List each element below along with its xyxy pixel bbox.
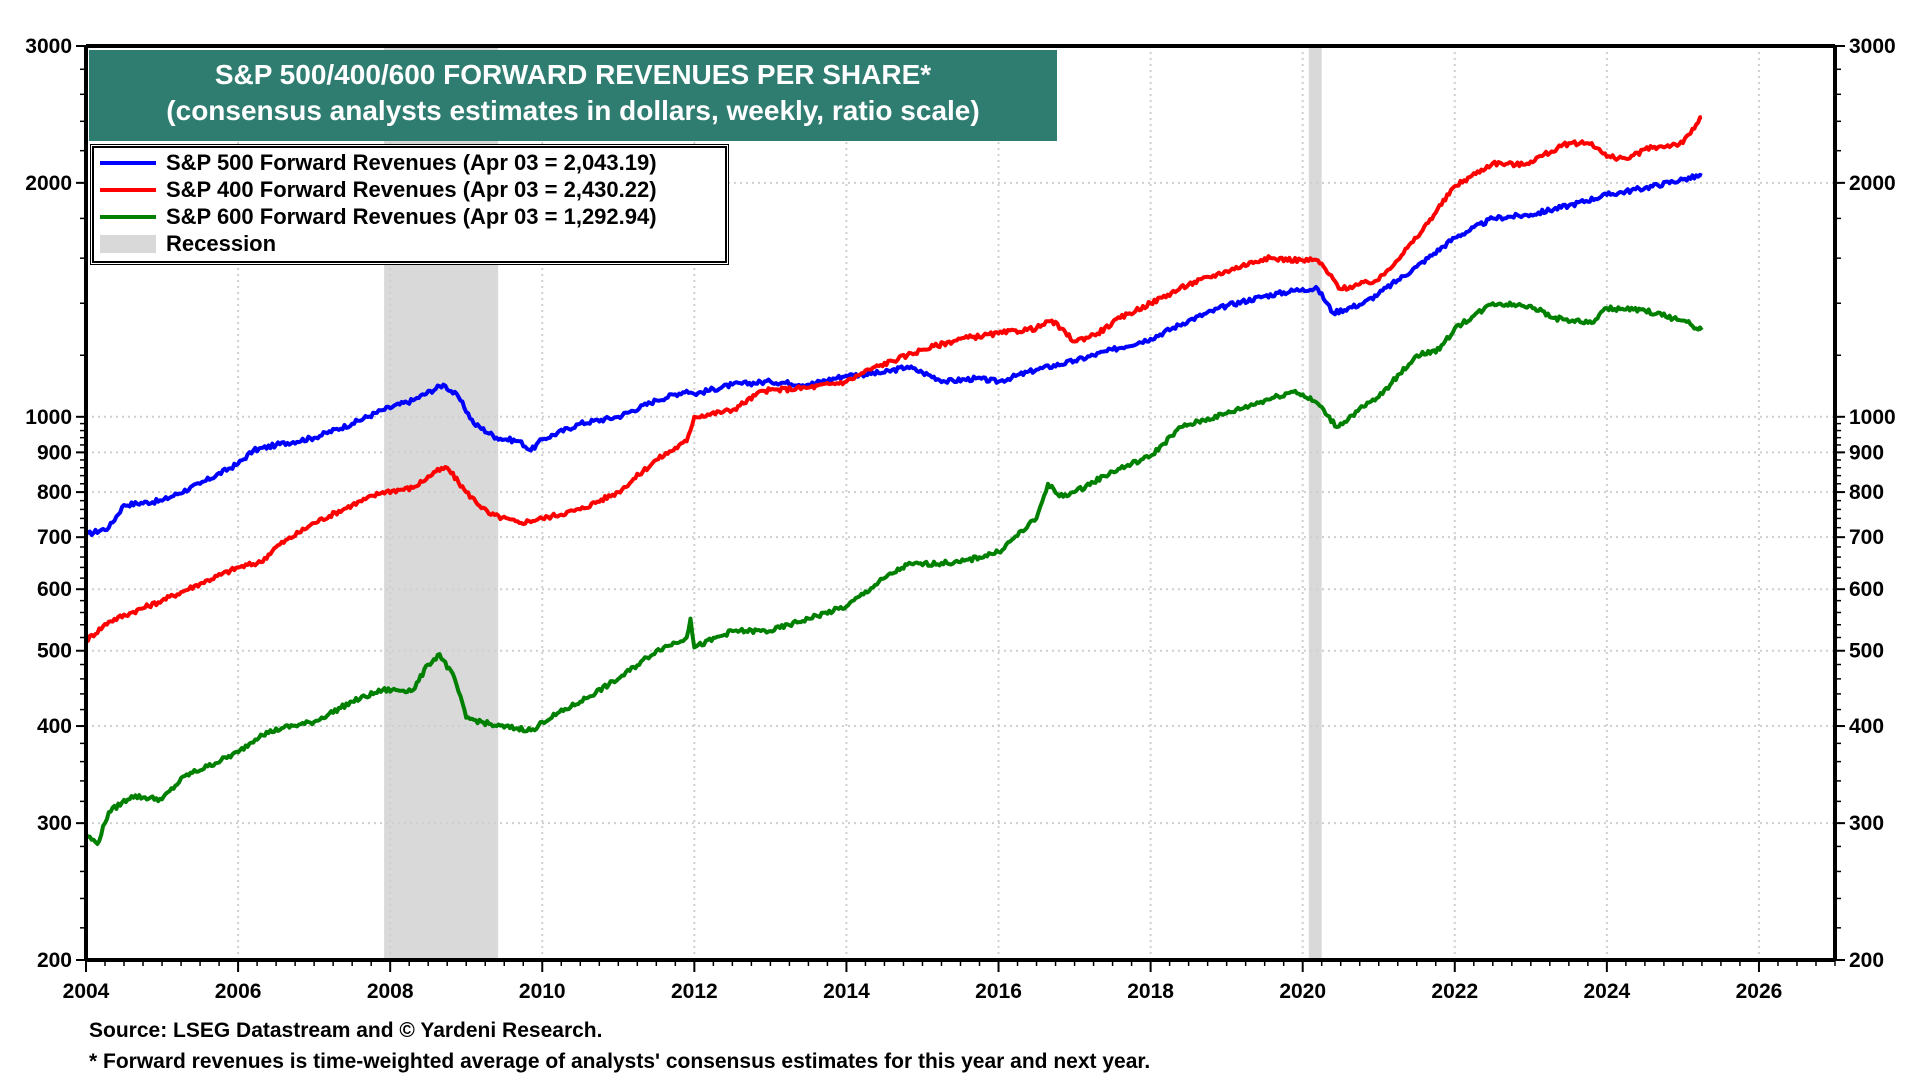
legend-swatch-sp400 [100,188,156,192]
x-tick-label: 2010 [519,980,566,1003]
y-tick-label-left: 300 [37,812,72,835]
legend-swatch-recession [100,235,156,253]
y-tick-label-right: 800 [1849,481,1884,504]
x-tick-label: 2026 [1736,980,1783,1003]
y-tick-label-left: 2000 [25,172,72,195]
x-tick-label: 2016 [975,980,1022,1003]
y-tick-label-right: 1000 [1849,406,1896,429]
y-tick-label-right: 400 [1849,715,1884,738]
y-tick-label-right: 2000 [1849,172,1896,195]
legend-item-sp600: S&P 600 Forward Revenues (Apr 03 = 1,292… [100,204,657,230]
legend-label-sp500: S&P 500 Forward Revenues (Apr 03 = 2,043… [166,150,657,175]
legend-item-sp400: S&P 400 Forward Revenues (Apr 03 = 2,430… [100,177,657,203]
series-lines [84,115,1704,846]
y-tick-label-left: 1000 [25,406,72,429]
chart-title: S&P 500/400/600 FORWARD REVENUES PER SHA… [214,59,932,90]
axes [76,44,1845,972]
x-tick-label: 2004 [63,980,110,1003]
series-line-s-p-600-forward-revenues [84,300,1704,846]
legend-label-recession: Recession [166,231,277,256]
legend-swatch-sp500 [100,161,156,165]
y-tick-label-left: 600 [37,578,72,601]
series-line-s-p-500-forward-revenues [84,172,1703,537]
y-tick-label-left: 700 [37,526,72,549]
legend-label-sp400: S&P 400 Forward Revenues (Apr 03 = 2,430… [166,177,657,202]
y-tick-label-right: 600 [1849,578,1884,601]
y-tick-label-right: 500 [1849,640,1884,663]
grid-lines [86,46,1835,960]
x-tick-label: 2022 [1431,980,1478,1003]
y-tick-label-left: 900 [37,441,72,464]
x-tick-label: 2024 [1584,980,1631,1003]
y-tick-label-left: 800 [37,481,72,504]
series-line-s-p-400-forward-revenues [85,115,1703,643]
y-tick-label-right: 700 [1849,526,1884,549]
x-tick-label: 2006 [215,980,262,1003]
source-note: Source: LSEG Datastream and © Yardeni Re… [89,1019,603,1042]
legend: S&P 500 Forward Revenues (Apr 03 = 2,043… [92,146,727,263]
y-tick-label-right: 900 [1849,441,1884,464]
chart-subtitle: (consensus analysts estimates in dollars… [166,95,980,126]
x-tick-label: 2018 [1127,980,1174,1003]
chart-title-box: S&P 500/400/600 FORWARD REVENUES PER SHA… [89,50,1057,141]
legend-label-sp600: S&P 600 Forward Revenues (Apr 03 = 1,292… [166,204,657,229]
x-tick-label: 2020 [1279,980,1326,1003]
x-tick-label: 2012 [671,980,718,1003]
legend-swatch-sp600 [100,215,156,219]
x-tick-label: 2008 [367,980,414,1003]
tick-labels: 200 200 300 300 400 400 500 500 600 600 700 700 800 8… [25,35,1895,1003]
y-tick-label-right: 300 [1849,812,1884,835]
x-tick-label: 2014 [823,980,870,1003]
legend-item-recession: Recession [100,231,276,257]
y-tick-label-left: 400 [37,715,72,738]
legend-item-sp500: S&P 500 Forward Revenues (Apr 03 = 2,043… [100,150,657,176]
footnote: * Forward revenues is time-weighted aver… [89,1050,1151,1073]
recession-band [1308,46,1322,960]
y-tick-label-right: 200 [1849,949,1884,972]
y-tick-label-left: 200 [37,949,72,972]
y-tick-label-left: 500 [37,640,72,663]
y-tick-label-left: 3000 [25,35,72,58]
y-tick-label-right: 3000 [1849,35,1896,58]
